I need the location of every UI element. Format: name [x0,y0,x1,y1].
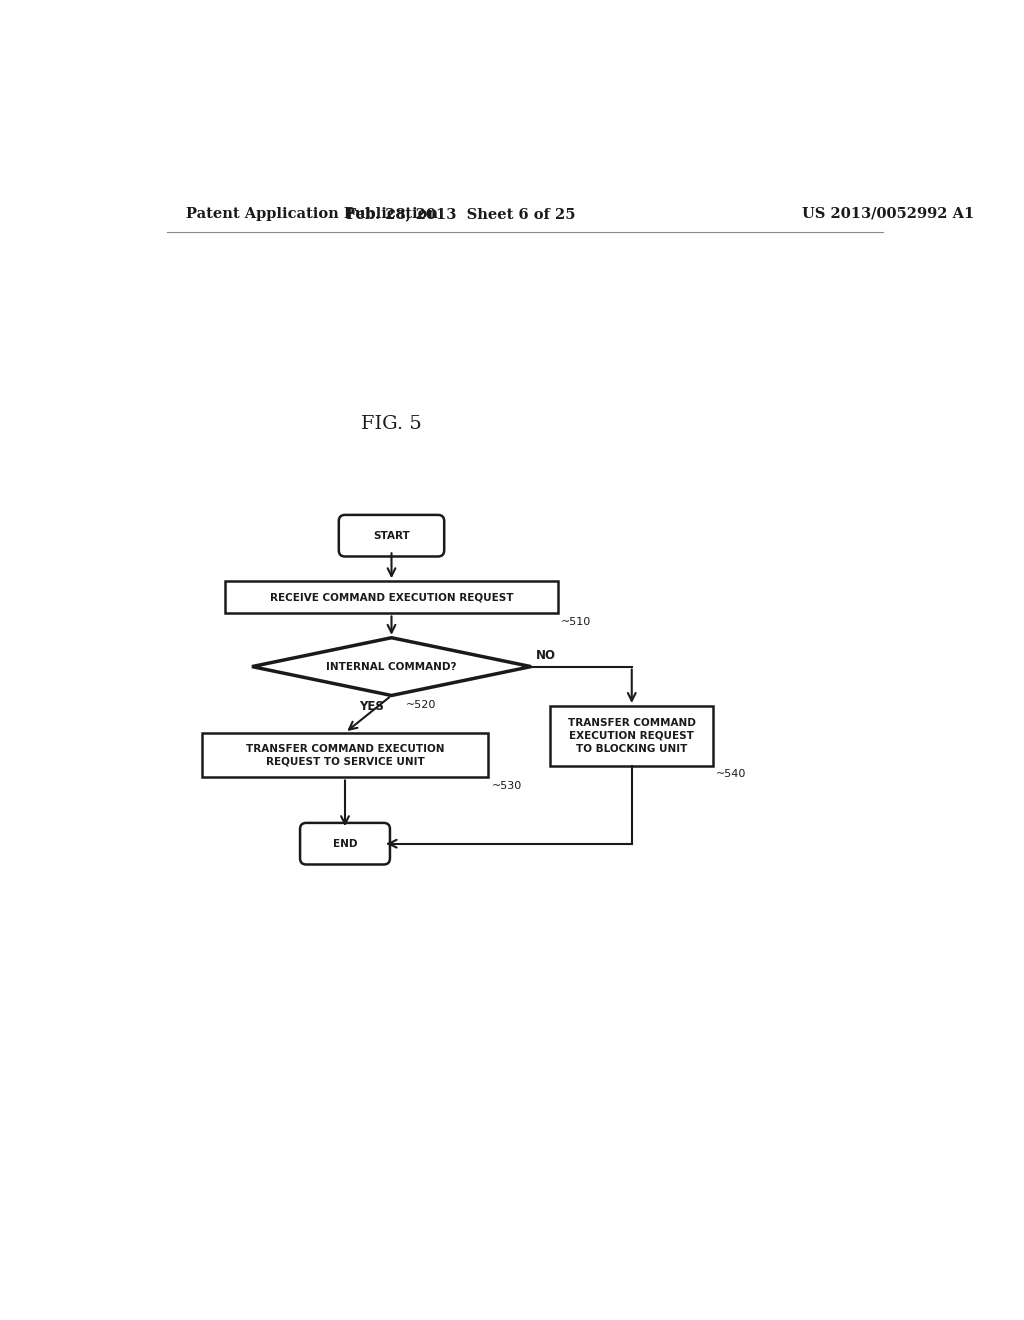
Text: TRANSFER COMMAND
EXECUTION REQUEST
TO BLOCKING UNIT: TRANSFER COMMAND EXECUTION REQUEST TO BL… [568,718,695,754]
FancyBboxPatch shape [339,515,444,557]
Bar [550,706,713,766]
Text: RECEIVE COMMAND EXECUTION REQUEST: RECEIVE COMMAND EXECUTION REQUEST [269,593,513,602]
Text: ~530: ~530 [492,780,521,791]
Polygon shape [252,638,531,696]
Text: END: END [333,838,357,849]
Text: YES: YES [358,700,384,713]
Bar [202,733,488,777]
Text: ~540: ~540 [716,770,746,779]
Text: Feb. 28, 2013  Sheet 6 of 25: Feb. 28, 2013 Sheet 6 of 25 [346,207,575,220]
FancyBboxPatch shape [300,822,390,865]
Text: ~520: ~520 [406,700,436,710]
Text: FIG. 5: FIG. 5 [361,414,422,433]
Text: START: START [373,531,410,541]
Text: Patent Application Publication: Patent Application Publication [186,207,438,220]
Text: ~510: ~510 [561,616,592,627]
Text: NO: NO [536,649,556,663]
Text: US 2013/0052992 A1: US 2013/0052992 A1 [802,207,975,220]
Bar [225,581,558,614]
Text: TRANSFER COMMAND EXECUTION
REQUEST TO SERVICE UNIT: TRANSFER COMMAND EXECUTION REQUEST TO SE… [246,743,444,767]
Text: INTERNAL COMMAND?: INTERNAL COMMAND? [327,661,457,672]
